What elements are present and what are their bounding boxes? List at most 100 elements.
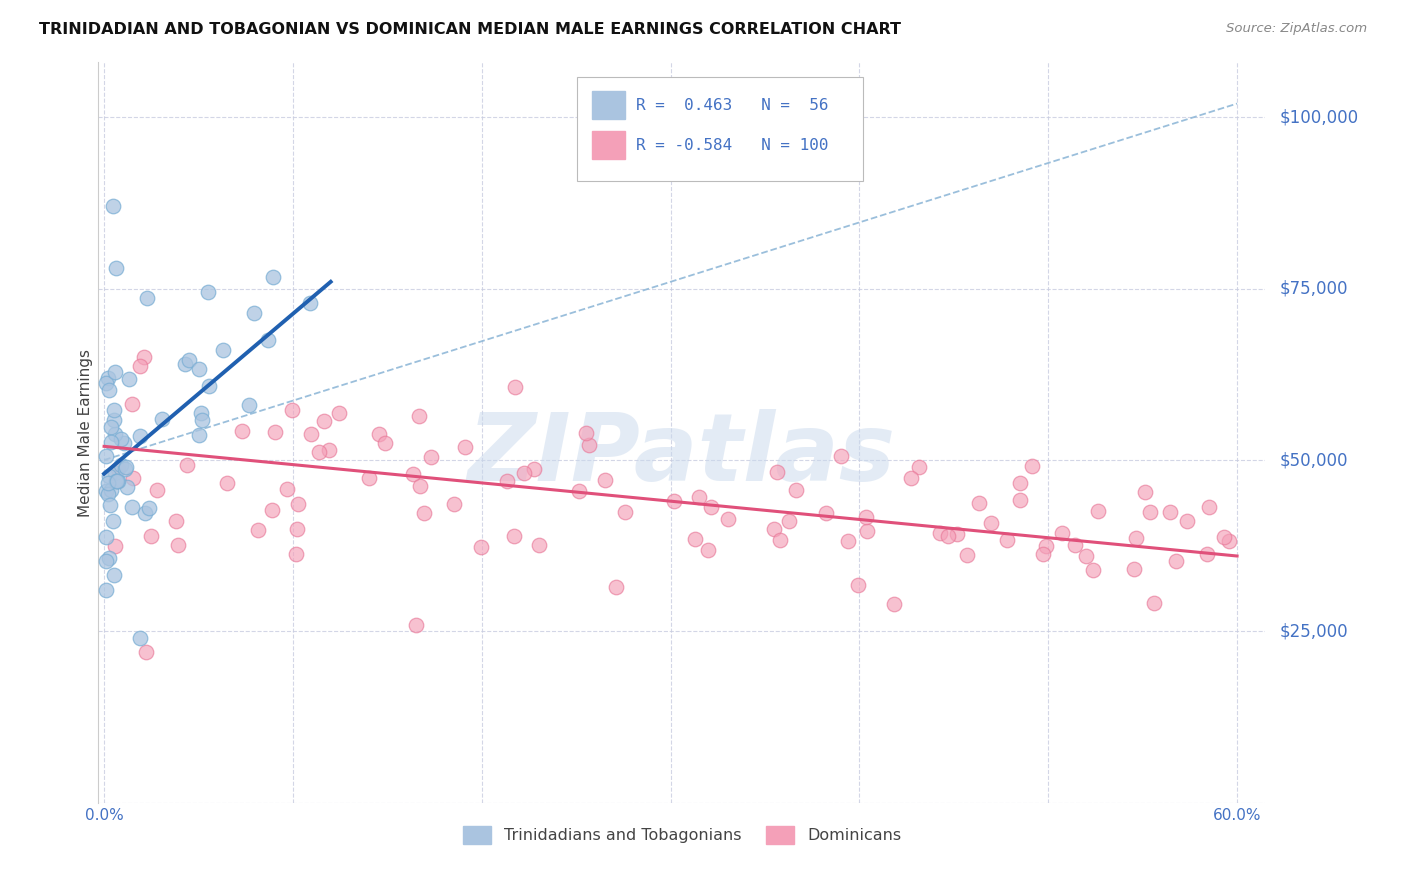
Point bbox=[101, 514, 124, 528]
Point bbox=[328, 406, 350, 420]
Point bbox=[262, 503, 284, 517]
Point bbox=[129, 632, 152, 646]
Point bbox=[103, 403, 125, 417]
Point bbox=[285, 522, 308, 536]
Point bbox=[503, 380, 526, 394]
Point bbox=[104, 466, 127, 480]
Point bbox=[662, 493, 685, 508]
Point bbox=[276, 482, 298, 496]
Point bbox=[121, 500, 143, 515]
Point bbox=[104, 539, 127, 553]
Point bbox=[605, 580, 627, 594]
Point bbox=[1074, 549, 1097, 563]
Point bbox=[496, 474, 519, 488]
Point bbox=[94, 484, 117, 499]
Point bbox=[1133, 485, 1156, 500]
Point bbox=[769, 533, 792, 547]
Point bbox=[846, 578, 869, 592]
Point bbox=[96, 554, 118, 568]
Point bbox=[453, 440, 475, 454]
Point bbox=[513, 467, 536, 481]
Point bbox=[165, 514, 187, 528]
Point bbox=[1197, 547, 1219, 561]
Point bbox=[1087, 503, 1109, 517]
Point bbox=[115, 480, 138, 494]
Point bbox=[107, 462, 129, 476]
Point bbox=[112, 435, 135, 450]
Point bbox=[134, 506, 156, 520]
Point bbox=[1021, 459, 1043, 474]
Text: Source: ZipAtlas.com: Source: ZipAtlas.com bbox=[1226, 22, 1367, 36]
Point bbox=[187, 428, 209, 442]
Point bbox=[778, 515, 800, 529]
Point bbox=[967, 495, 990, 509]
Point bbox=[1175, 514, 1198, 528]
Point bbox=[103, 567, 125, 582]
Point bbox=[287, 497, 309, 511]
Point bbox=[101, 199, 124, 213]
Point bbox=[97, 383, 120, 397]
Text: $75,000: $75,000 bbox=[1279, 280, 1348, 298]
Point bbox=[114, 462, 136, 476]
Point bbox=[503, 529, 526, 543]
Point bbox=[1143, 595, 1166, 609]
Point bbox=[104, 261, 127, 276]
Text: TRINIDADIAN AND TOBAGONIAN VS DOMINICAN MEDIAN MALE EARNINGS CORRELATION CHART: TRINIDADIAN AND TOBAGONIAN VS DOMINICAN … bbox=[39, 22, 901, 37]
Point bbox=[420, 450, 443, 464]
Point bbox=[103, 413, 125, 427]
Point bbox=[132, 350, 155, 364]
Point bbox=[1139, 505, 1161, 519]
Point bbox=[247, 524, 270, 538]
Bar bbox=[592, 91, 624, 120]
Point bbox=[167, 538, 190, 552]
Point bbox=[179, 352, 201, 367]
Point bbox=[1218, 533, 1240, 548]
Point bbox=[700, 500, 723, 515]
Point bbox=[135, 645, 157, 659]
Point bbox=[103, 426, 125, 441]
Point bbox=[374, 435, 396, 450]
Text: R = -0.584   N = 100: R = -0.584 N = 100 bbox=[637, 138, 830, 153]
Point bbox=[285, 547, 308, 561]
Point bbox=[145, 483, 167, 498]
Text: $100,000: $100,000 bbox=[1279, 108, 1358, 127]
Point bbox=[190, 406, 212, 420]
Point bbox=[568, 484, 591, 499]
Point bbox=[215, 476, 238, 491]
Point bbox=[176, 458, 198, 473]
Point bbox=[523, 462, 546, 476]
Point bbox=[312, 414, 335, 428]
Text: $50,000: $50,000 bbox=[1279, 451, 1348, 469]
Point bbox=[1008, 492, 1031, 507]
Point bbox=[139, 528, 162, 542]
Point bbox=[94, 530, 117, 544]
Point bbox=[98, 499, 121, 513]
Point bbox=[110, 432, 132, 446]
Point bbox=[1213, 530, 1236, 544]
Point bbox=[1008, 476, 1031, 491]
Point bbox=[855, 510, 877, 524]
Point bbox=[100, 483, 122, 498]
Point bbox=[97, 487, 120, 501]
Point bbox=[105, 475, 128, 489]
Point bbox=[188, 362, 211, 376]
FancyBboxPatch shape bbox=[576, 78, 863, 181]
Point bbox=[115, 460, 138, 475]
Point bbox=[1032, 547, 1054, 561]
Legend: Trinidadians and Tobagonians, Dominicans: Trinidadians and Tobagonians, Dominicans bbox=[456, 819, 908, 850]
Point bbox=[231, 425, 253, 439]
Point bbox=[837, 533, 859, 548]
Point bbox=[938, 529, 960, 543]
Point bbox=[413, 506, 436, 520]
Point bbox=[613, 505, 636, 519]
Point bbox=[368, 427, 391, 442]
Point bbox=[830, 449, 852, 463]
Point bbox=[1035, 539, 1057, 553]
Point bbox=[118, 372, 141, 386]
Point bbox=[1081, 563, 1104, 577]
Point bbox=[242, 306, 264, 320]
Point bbox=[318, 442, 340, 457]
Point bbox=[104, 364, 127, 378]
Point bbox=[122, 470, 145, 484]
Point bbox=[96, 475, 118, 490]
